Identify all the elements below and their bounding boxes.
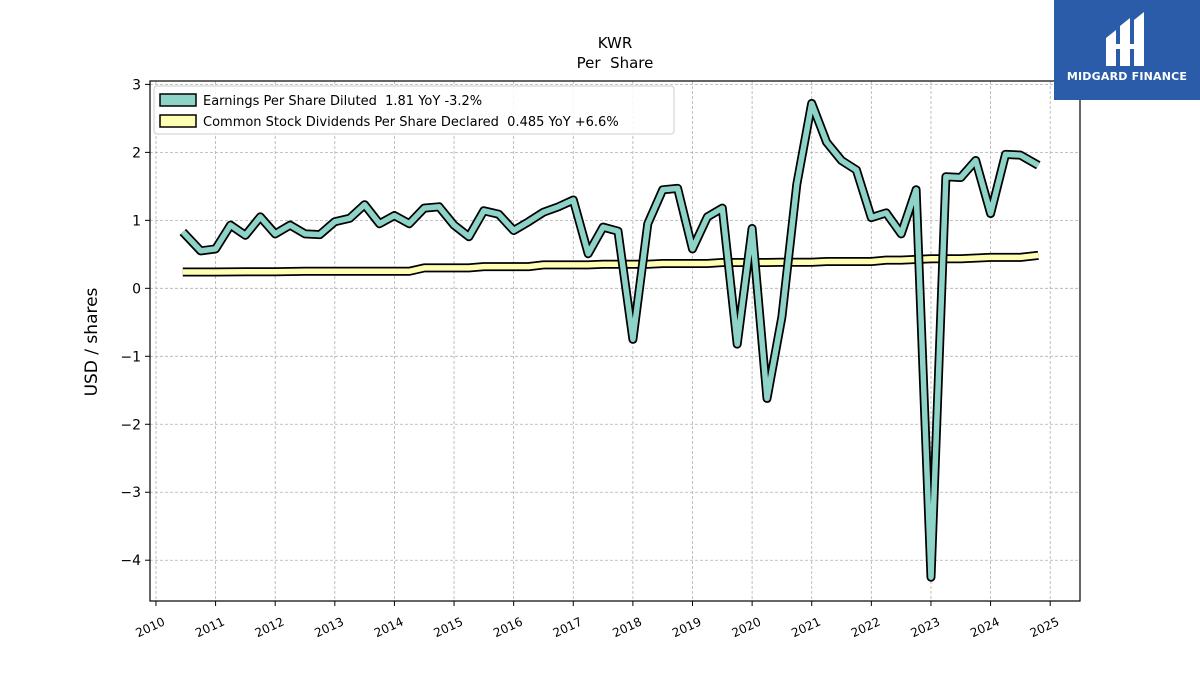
x-tick-label: 2023 — [908, 615, 942, 641]
x-tick-label: 2024 — [968, 615, 1002, 641]
x-tick-label: 2015 — [432, 615, 466, 641]
series-dividends — [182, 250, 1039, 277]
x-tick-label: 2025 — [1028, 615, 1062, 641]
x-tick-label: 2012 — [253, 615, 287, 641]
series-layer — [179, 98, 1041, 582]
y-tick-label: 0 — [132, 281, 141, 297]
brand-name: MIDGARD FINANCE — [1066, 70, 1188, 83]
brand-logo: MIDGARD FINANCE — [1054, 0, 1200, 100]
x-tick-label: 2017 — [551, 615, 585, 641]
series-line — [180, 100, 1040, 580]
y-tick-label: −1 — [120, 349, 141, 365]
chart-subtitle: Per Share — [577, 54, 654, 72]
x-tick-label: 2020 — [730, 615, 764, 641]
y-axis: −4 −3 −2 −1 0 1 2 3 — [120, 77, 150, 569]
series-line-outline — [179, 98, 1041, 582]
y-tick-label: 3 — [132, 77, 141, 93]
y-tick-label: 1 — [132, 213, 141, 229]
y-tick-label: −3 — [120, 485, 141, 501]
x-tick-label: 2011 — [193, 615, 227, 641]
y-tick-label: −4 — [120, 553, 141, 569]
legend: Earnings Per Share Diluted 1.81 YoY -3.2… — [153, 85, 675, 135]
legend-swatch-dividends — [159, 114, 197, 128]
x-axis: 2010 2011 2012 2013 2014 2015 2016 2017 2018 2019… — [133, 601, 1061, 640]
brand-mark-icon — [1106, 12, 1144, 66]
legend-label-eps: Earnings Per Share Diluted 1.81 YoY -3.2… — [203, 94, 482, 109]
series-eps — [179, 98, 1041, 582]
x-tick-label: 2018 — [610, 615, 644, 641]
x-tick-label: 2016 — [491, 615, 525, 641]
y-axis-label: USD / shares — [82, 287, 102, 396]
series-line — [182, 252, 1039, 275]
x-tick-label: 2021 — [789, 615, 823, 641]
plot-frame — [149, 80, 1081, 602]
y-tick-label: −2 — [120, 417, 141, 433]
legend-swatch-eps — [159, 93, 197, 107]
x-tick-label: 2014 — [372, 615, 406, 641]
legend-label-dividends: Common Stock Dividends Per Share Declare… — [203, 115, 619, 130]
x-tick-label: 2013 — [312, 615, 346, 641]
chart-title: KWR — [598, 34, 633, 52]
x-tick-label: 2019 — [670, 615, 704, 641]
x-tick-label: 2022 — [849, 615, 883, 641]
y-tick-label: 2 — [132, 145, 141, 161]
x-tick-label: 2010 — [133, 615, 167, 641]
legend-box — [153, 85, 675, 135]
